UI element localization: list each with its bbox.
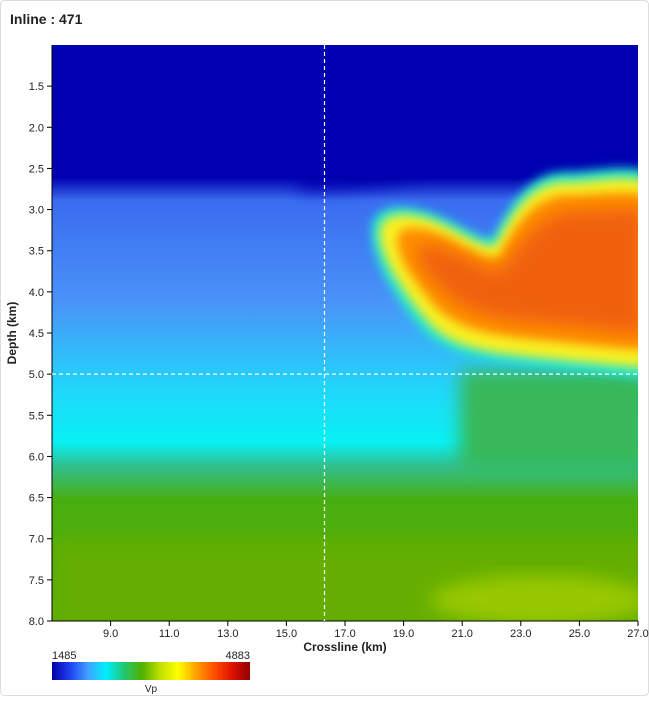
y-tick-label: 7.0 [29,534,44,546]
colorbar-min: 1485 [52,650,76,662]
x-tick-label: 9.0 [103,628,118,640]
colorbar [52,662,250,680]
y-tick-label: 2.0 [29,122,44,134]
y-tick-label: 5.5 [29,410,44,422]
y-tick-label: 6.5 [29,493,44,505]
x-tick-label: 27.0 [627,628,648,640]
x-tick-label: 21.0 [451,628,472,640]
y-tick-label: 5.0 [29,369,44,381]
colorbar-label: Vp [145,684,158,695]
y-tick-label: 1.5 [29,81,44,93]
x-tick-label: 13.0 [217,628,238,640]
x-tick-label: 19.0 [393,628,414,640]
y-axis-label: Depth (km) [5,302,19,365]
y-tick-label: 2.5 [29,163,44,175]
y-tick-label: 4.0 [29,287,44,299]
x-tick-label: 25.0 [569,628,590,640]
velocity-field [52,45,638,621]
x-tick-label: 17.0 [334,628,355,640]
y-tick-label: 3.0 [29,205,44,217]
x-axis-label: Crossline (km) [303,640,386,654]
x-tick-label: 15.0 [276,628,297,640]
y-tick-label: 7.5 [29,575,44,587]
chart-title: Inline : 471 [10,11,83,27]
y-tick-label: 8.0 [29,616,44,628]
y-tick-label: 6.0 [29,451,44,463]
y-tick-label: 3.5 [29,246,44,258]
colorbar-max: 4883 [226,650,250,662]
x-tick-label: 23.0 [510,628,531,640]
x-tick-label: 11.0 [159,628,180,640]
y-tick-label: 4.5 [29,328,44,340]
